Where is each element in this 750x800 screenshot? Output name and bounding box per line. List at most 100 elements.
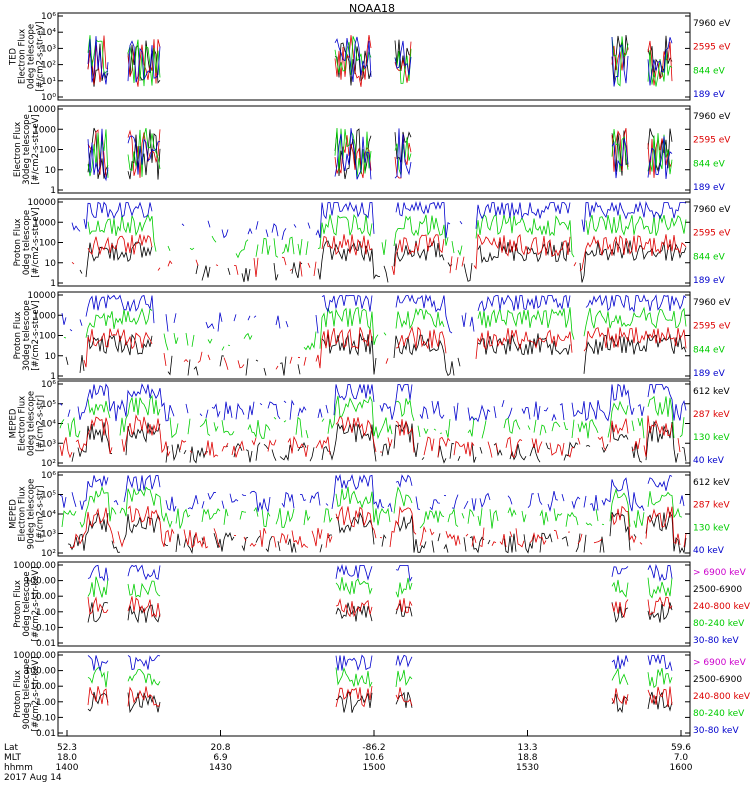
legend-entry: 7960 eV xyxy=(693,205,731,215)
time-tick-label: 18.8 xyxy=(517,753,537,763)
y-tick-label: 1 xyxy=(50,279,56,289)
legend-entry: 80-240 keV xyxy=(693,709,745,719)
y-tick-label: 10.00 xyxy=(30,592,56,602)
y-tick-label: 10000 xyxy=(27,291,56,301)
y-tick-label: 1000 xyxy=(33,218,56,228)
trace-line xyxy=(59,383,687,423)
time-tick-label: 13.3 xyxy=(517,743,537,753)
time-tick-label: 1500 xyxy=(363,763,386,773)
trace-line xyxy=(127,40,161,83)
trace-line xyxy=(59,394,685,440)
time-tick-label: 7.0 xyxy=(674,753,689,763)
panel-3: 10000 1000 100 10 1 Proton Flux0deg telescope… xyxy=(13,198,731,289)
y-axis-label-line: MEPED xyxy=(9,499,19,529)
date-label: 2017 Aug 14 xyxy=(4,773,62,783)
legend-entry: 2595 eV xyxy=(693,136,731,146)
time-tick-label: 59.6 xyxy=(671,743,691,753)
y-tick-label: 10⁵ xyxy=(41,491,56,501)
legend-entry: 2595 eV xyxy=(693,43,731,53)
y-tick-label: 10000 xyxy=(27,105,56,115)
y-tick-label: 10000 xyxy=(27,198,56,208)
trace-line xyxy=(87,691,673,714)
y-axis-label: MEPEDElectron Flux0deg telescope[#/cm2-s… xyxy=(9,391,46,456)
legend-entry: 40 keV xyxy=(693,456,725,466)
y-tick-label: 10000.00 xyxy=(13,651,56,661)
y-tick-label: 10⁰ xyxy=(41,93,56,103)
trace-line xyxy=(647,136,673,180)
trace-line xyxy=(611,36,629,87)
panel-frame xyxy=(57,12,691,101)
y-tick-label: 1 xyxy=(50,186,56,196)
trace-line xyxy=(71,233,687,278)
panel-2: 10000 1000 100 10 1 Electron Flux30deg telesc… xyxy=(13,105,731,196)
trace-line xyxy=(334,128,372,180)
trace-line xyxy=(61,293,687,334)
trace-line xyxy=(127,39,161,87)
series-traces xyxy=(59,473,686,555)
y-tick-label: 10² xyxy=(41,61,56,71)
y-tick-label: 10 xyxy=(45,352,57,362)
y-tick-label: 10² xyxy=(41,459,56,469)
trace-line xyxy=(647,37,673,86)
y-tick-label: 100 xyxy=(39,332,56,342)
y-tick-label: 10⁴ xyxy=(41,420,56,430)
y-axis-label-line: [#/cm2-s-str-keV] xyxy=(31,657,41,732)
y-axis-label-line: 90deg telescope xyxy=(27,479,37,550)
legend-entry: 2595 eV xyxy=(693,322,731,332)
y-axis-label: Proton Flux0deg telescope[#/cm2-s-str-ke… xyxy=(13,567,41,642)
y-tick-label: 10000.00 xyxy=(13,561,56,571)
y-axis-label-line: 0deg telescope xyxy=(22,571,32,636)
y-tick-label: 1 xyxy=(50,372,56,382)
trace-line xyxy=(611,128,629,172)
y-axis-label: Proton Flux90deg telescope[#/cm2-s-str-k… xyxy=(13,657,41,732)
time-tick-label: -86.2 xyxy=(362,743,385,753)
y-tick-label: 1000 xyxy=(33,125,56,135)
legend-entry: 40 keV xyxy=(693,546,725,556)
trace-line xyxy=(87,596,673,619)
legend-entry: 7960 eV xyxy=(693,298,731,308)
time-tick-label: 1600 xyxy=(670,763,693,773)
legend-entry: 844 eV xyxy=(693,345,726,355)
trace-line xyxy=(65,333,687,377)
series-traces xyxy=(87,563,673,624)
time-tick-label: 18.0 xyxy=(57,753,77,763)
y-axis-label-line: Electron Flux xyxy=(13,122,23,177)
panel-4: 10000 1000 100 10 1 Proton Flux30deg telescop… xyxy=(13,291,731,382)
legend-entry: 844 eV xyxy=(693,66,726,76)
legend-entry: 30-80 keV xyxy=(693,726,739,736)
trace-line xyxy=(647,133,673,175)
trace-line xyxy=(71,420,687,464)
y-axis-label-line: [#/cm2-s-str-eV] xyxy=(36,21,46,91)
y-tick-label: 0.10 xyxy=(36,713,56,723)
time-axis-row-label: MLT xyxy=(4,753,22,763)
y-axis-label: MEPEDElectron Flux90deg telescope[#/cm2-… xyxy=(9,479,46,550)
legend-entry: 240-800 keV xyxy=(693,692,750,702)
series-traces xyxy=(59,383,687,464)
trace-line xyxy=(334,34,372,87)
y-tick-label: 10² xyxy=(41,549,56,559)
y-axis-label-line: 90deg telescope xyxy=(22,659,32,730)
y-tick-label: 10³ xyxy=(41,44,56,54)
legend-entry: 287 keV xyxy=(693,410,730,420)
y-tick-label: 10³ xyxy=(41,530,56,540)
trace-line xyxy=(87,563,673,583)
trace-line xyxy=(87,601,673,624)
trace-line xyxy=(127,135,161,175)
y-axis-label-line: [#/cm2-s-str-eV] xyxy=(31,207,41,277)
legend-entry: 612 keV xyxy=(693,478,730,488)
trace-line xyxy=(394,40,412,76)
y-axis-label-line: Electron Flux xyxy=(18,29,28,84)
legend-entry: 130 keV xyxy=(693,433,730,443)
legend-entry: 844 eV xyxy=(693,252,726,262)
chart-title: NOAA18 xyxy=(349,2,395,15)
y-axis-label: Proton Flux30deg telescope[#/cm2-s-str-e… xyxy=(13,300,41,371)
series-traces xyxy=(87,653,673,714)
y-axis-label: TEDElectron Flux0deg telescope[#/cm2-s-s… xyxy=(9,21,46,91)
trace-line xyxy=(127,128,161,177)
y-axis-label: Proton Flux0deg telescope[#/cm2-s-str-eV… xyxy=(13,207,41,277)
y-tick-label: 10¹ xyxy=(41,77,56,87)
series-traces xyxy=(61,293,687,377)
legend-entry: 287 keV xyxy=(693,501,730,511)
